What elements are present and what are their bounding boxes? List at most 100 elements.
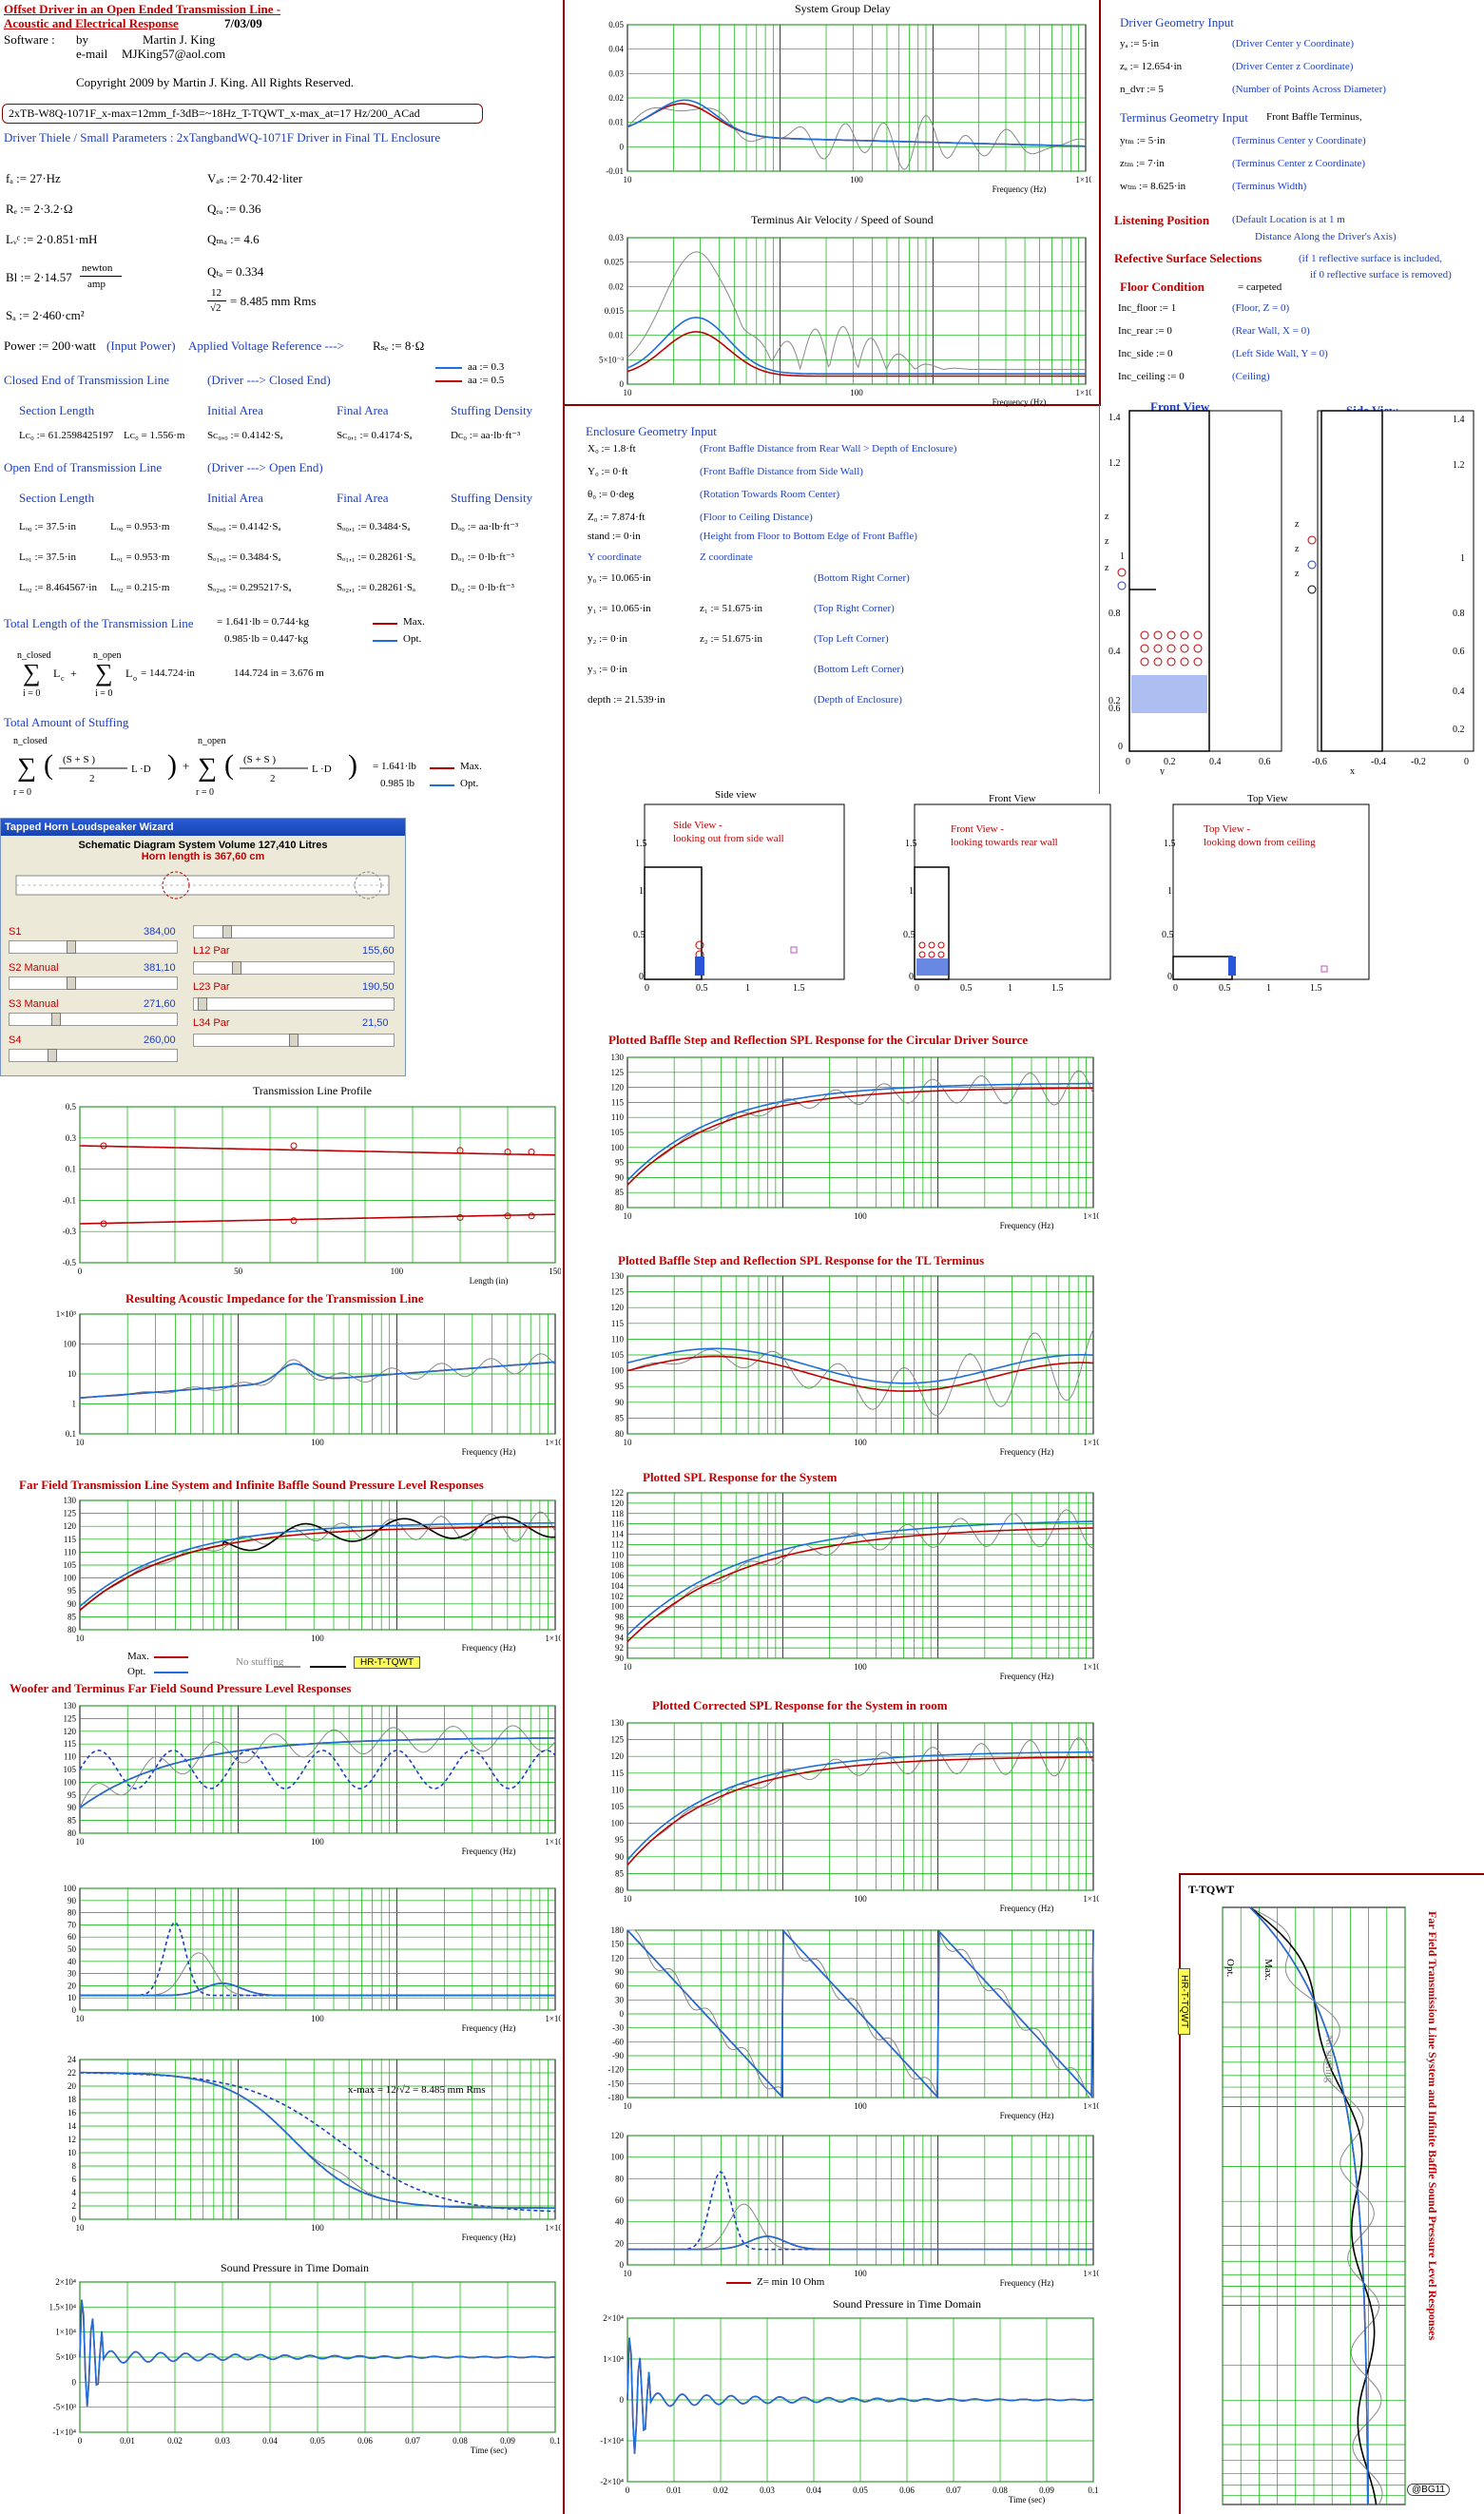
legend-aa03: aa := 0.3 [468,361,505,373]
svg-text:n_closed: n_closed [17,650,51,661]
x-tick-label: 1×10³ [1075,175,1091,184]
y-tick-label: 118 [611,1509,625,1518]
svg-text:z: z [1105,563,1109,573]
y-tick-label: 125 [611,1735,625,1745]
x-tick-label: 10 [624,2269,633,2278]
y-tick-label: 90 [67,1896,77,1905]
wizard-l12-slider[interactable] [193,925,395,938]
svg-text:0.2: 0.2 [1164,757,1176,767]
svg-text:0: 0 [1126,757,1130,767]
svg-text:∑: ∑ [198,753,217,783]
title-baffle-driver: Plotted Baffle Step and Reflection SPL R… [608,1033,1029,1047]
ttqwt-title-rot: Far Field Transmission Line System and I… [1426,1911,1445,2501]
param-sd: Sₐ := 2·460·cm² [6,308,85,322]
wizard-s2-label: S2 Manual [9,962,59,974]
svg-text:z: z [1105,536,1109,547]
x-tick-label: 150 [549,1267,561,1276]
y-tick-label: 0 [620,379,625,389]
y-tick-label: -0.1 [63,1195,76,1205]
y-tick-label: 14 [67,2121,77,2131]
y-tick-label: 100 [64,1884,77,1893]
wizard-s2-slider[interactable] [9,977,178,990]
series-line-b [626,2337,1094,2454]
x-tick-label: 100 [854,1438,867,1447]
inc-side: Inc_side := 0 [1118,348,1173,359]
y-tick-label: 120 [611,1751,625,1761]
floor-condition-value: = carpeted [1238,281,1282,293]
y-tick-label: 95 [67,1790,77,1800]
plot-rms-deflection: 242220181614121086420101001×10³Frequency… [38,2054,561,2244]
x-tick-label: 100 [311,1438,324,1447]
y-tick-label: 0 [72,2005,77,2015]
param-voltage-ref: Applied Voltage Reference ---> [188,338,344,353]
wizard-s4-slider[interactable] [9,1049,178,1062]
x-axis-label: Frequency (Hz) [1000,1904,1054,1913]
enc-stand: stand := 0·in [588,531,641,542]
wizard-l23-slider[interactable] [193,961,395,975]
side-view-plot: 1.4 1.2 1 0.8 0.6 0.4 0.2 -0.6 -0.4 -0.2 0 z z z… [1295,410,1474,775]
open-col-stuff: Stuffing Density [451,491,533,505]
reflective-note1: (if 1 reflective surface is included, [1299,253,1442,264]
y-tick-label: 116 [611,1519,625,1529]
svg-text:0.2: 0.2 [1108,696,1121,706]
email-label: e-mail [76,47,108,61]
param-power-note: (Input Power) [106,338,176,353]
svg-text:+: + [70,667,77,680]
profile-marker [504,1149,511,1156]
wizard-s1-label: S1 [9,926,22,938]
svg-text:0.6: 0.6 [1453,647,1465,657]
param-bl-units-top: newton [82,262,113,274]
x-tick-label: 0 [78,2436,83,2446]
divider-ttqwt [1179,1873,1181,2514]
x-axis-label: Frequency (Hz) [1000,1447,1054,1457]
wizard-l23-label: L23 Par [193,981,230,993]
y-tick-label: 114 [611,1530,625,1539]
stuff-opt-line [430,784,454,786]
small-side-title: Side view [715,789,757,801]
open-row2-a: Lₒ₂ := 8.464567·in [19,582,97,593]
y-tick-label: 95 [615,1382,625,1391]
wizard-s3-slider[interactable] [9,1013,178,1026]
y-tick-label: 105 [611,1802,625,1811]
y-tick-label: 30 [67,1969,77,1979]
x-tick-label: 1×10³ [1075,388,1091,397]
series-line-r [626,1087,1093,1186]
x-tick-label: 0.05 [853,2485,868,2495]
wizard-extra-slider[interactable] [193,1034,395,1047]
svg-text:0.5: 0.5 [696,983,708,993]
reflective-heading: Refective Surface Selections [1114,251,1262,265]
y-tick-label: -30 [612,2023,624,2033]
wizard-l34-label: L34 Par [193,1017,230,1029]
wizard-s1-slider[interactable] [9,940,178,954]
svg-text:1: 1 [745,983,750,993]
small-front-box1: Front View - [951,823,1004,835]
series-line-r [626,1355,1094,1392]
svg-text:0.5: 0.5 [1162,930,1174,940]
param-vas: Vₐₛ := 2·70.42·liter [207,171,303,185]
closed-s1: Sᴄ₀,₁ := 0.4174·Sₐ [337,430,413,441]
series-line-b [79,2299,556,2408]
svg-text:0: 0 [1464,757,1469,767]
y-tick-label: 85 [615,1413,625,1422]
svg-text:n_open: n_open [93,650,121,661]
sum-formula-length: n_closed ∑ L c + i = 0 n_open ∑ L o i = … [17,650,137,699]
inc-rear-note: (Rear Wall, X = 0) [1232,325,1310,337]
x-tick-label: 100 [311,1634,324,1643]
total-length-max: = 1.641·lb = 0.744·kg [217,616,310,628]
svg-text:0.5: 0.5 [903,930,915,940]
sum-result-metric: 144.724 in = 3.676 m [234,667,324,679]
x-tick-label: 100 [854,1662,867,1672]
x-axis-label: Frequency (Hz) [462,2023,516,2033]
wizard-l34-slider[interactable] [193,997,395,1011]
y-tick-label: 110 [64,1547,77,1557]
closed-col-section: Section Length [19,403,95,417]
svg-text:0.4: 0.4 [1453,687,1465,697]
email-link[interactable]: MJKing57@aol.com [122,47,226,61]
svg-text:∑: ∑ [95,659,113,687]
open-row1-c: Sₒ₁,₀ := 0.3484·Sₐ [207,551,281,563]
y-tick-label: 130 [611,1271,625,1281]
ff-legend-opt-line [154,1672,188,1673]
small-front-plot: 1.5 1 0.5 00 0.5 1 1.5 [903,803,1111,993]
